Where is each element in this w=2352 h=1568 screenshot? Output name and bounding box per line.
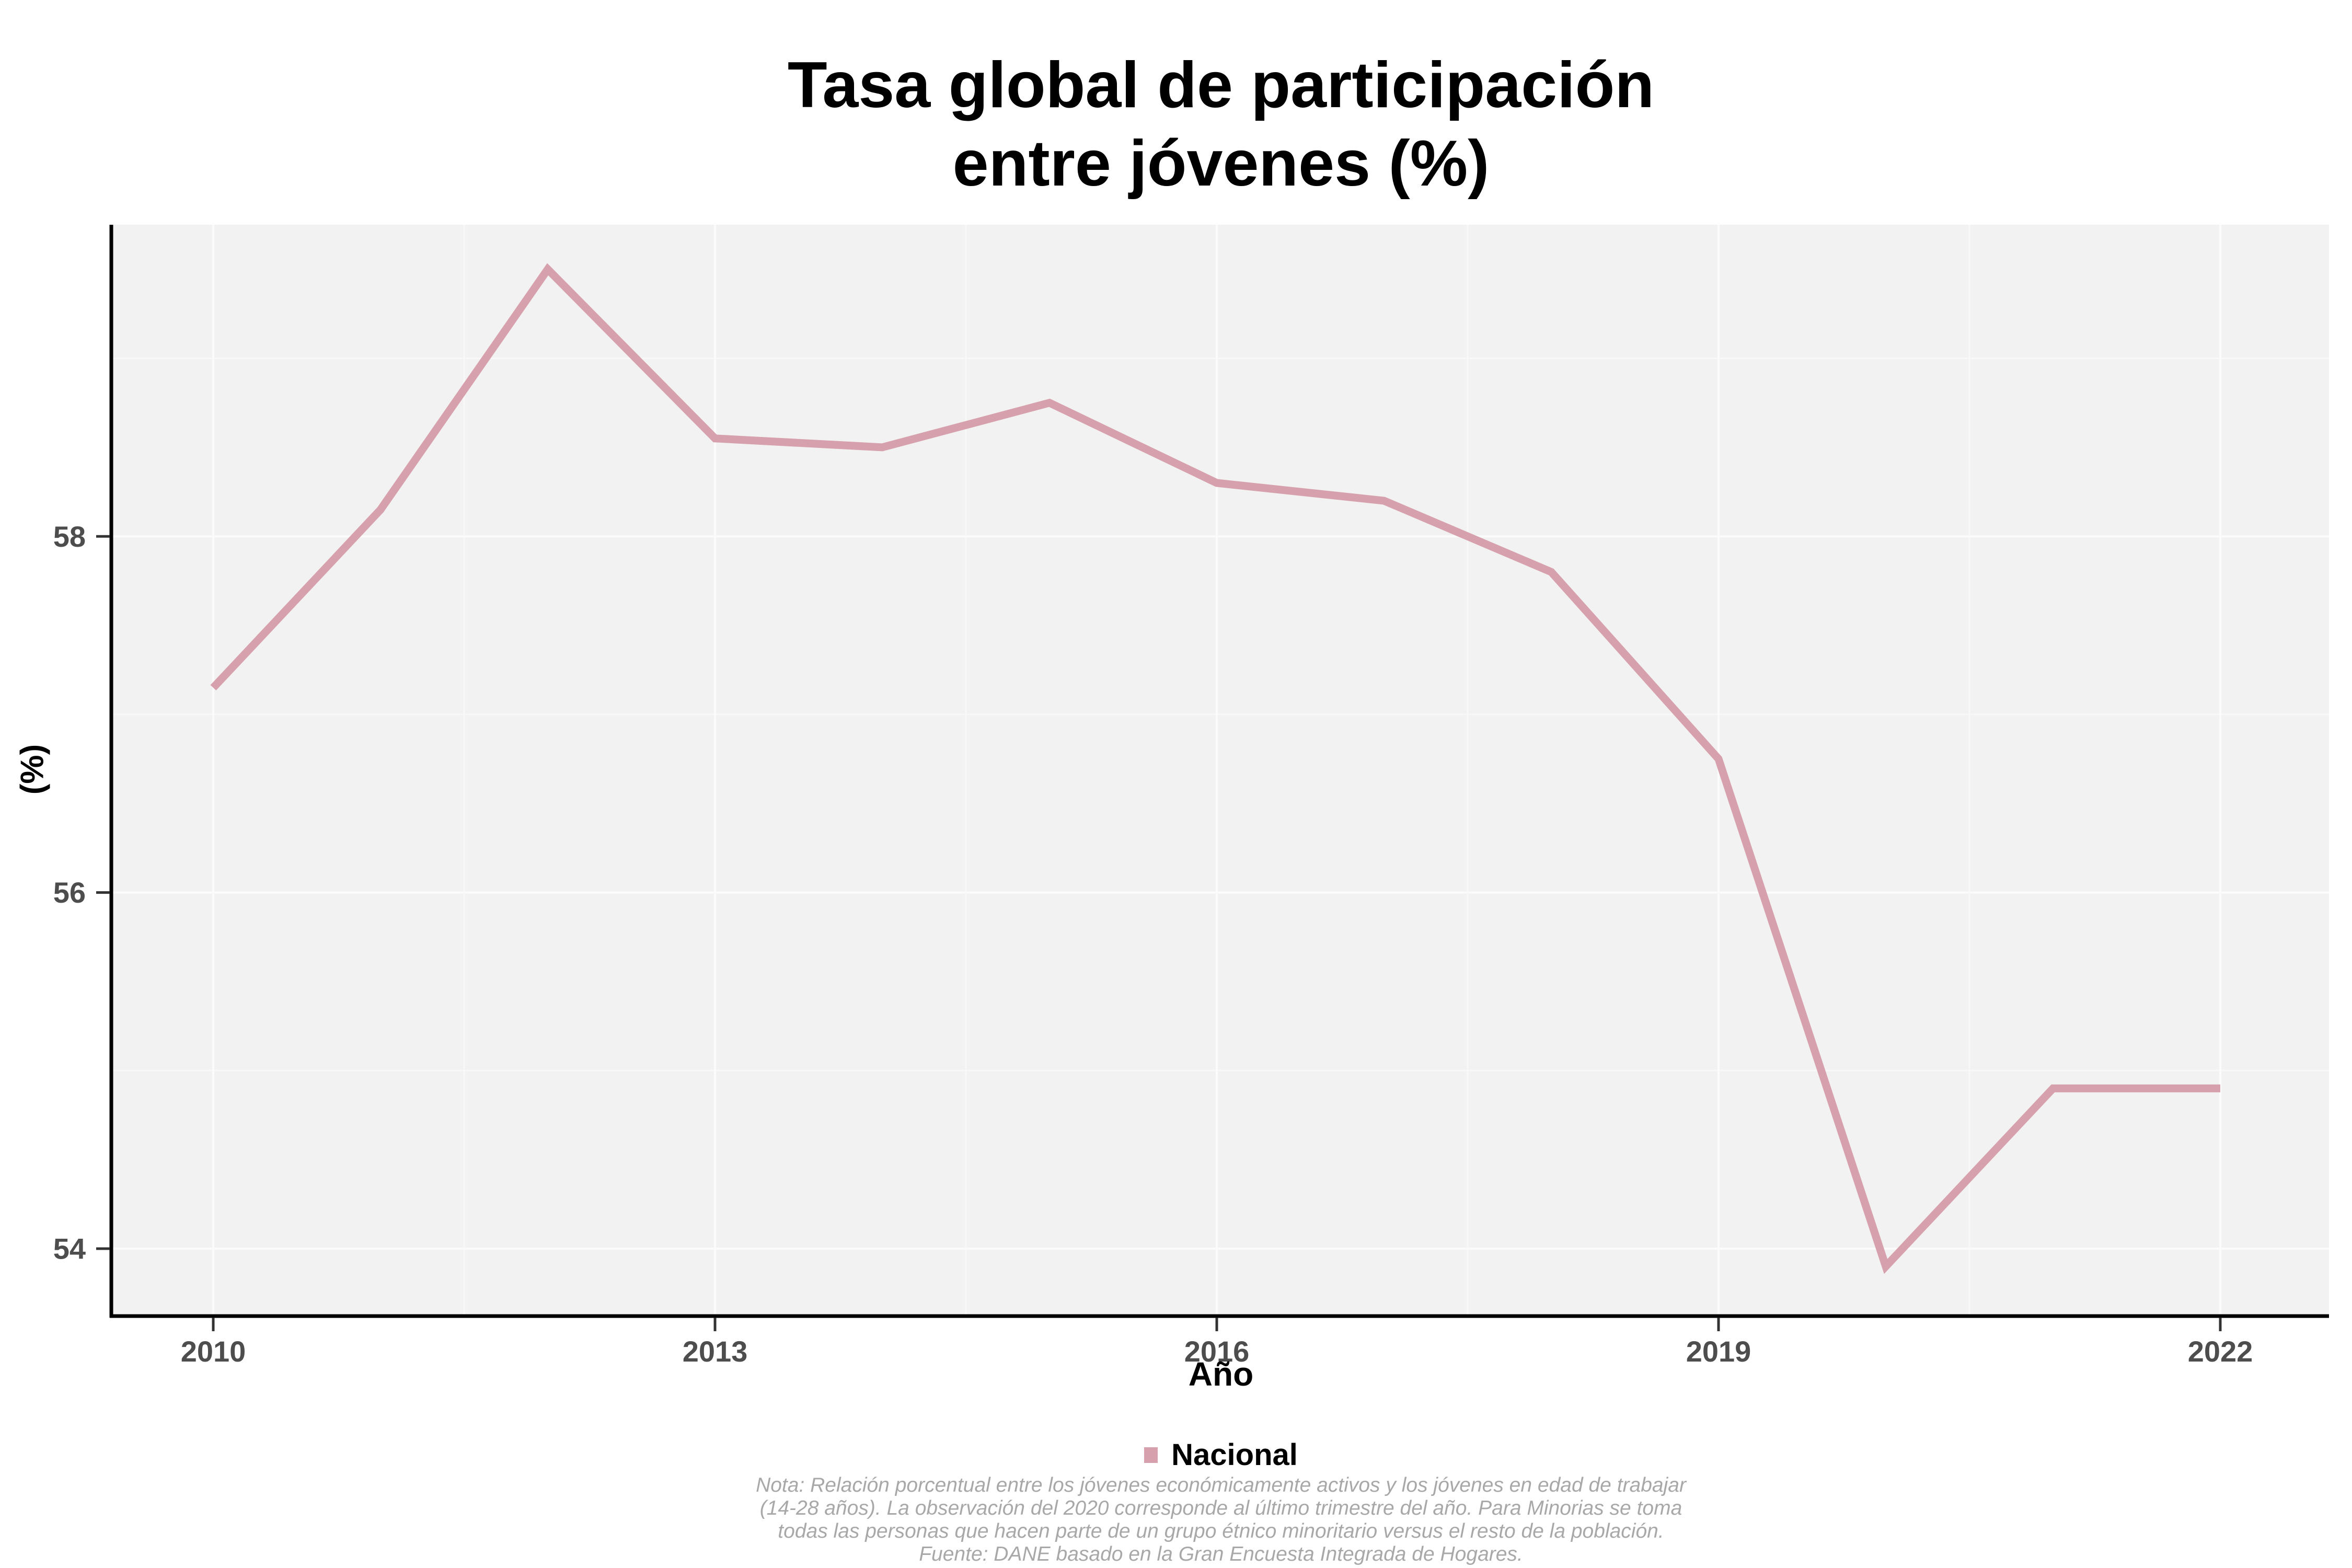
x-tick-label: 2013	[683, 1335, 748, 1368]
footnote-line3: todas las personas que hacen parte de un…	[778, 1520, 1664, 1542]
y-axis-title: (%)	[14, 744, 51, 795]
footnote: Nota: Relación porcentual entre los jóve…	[113, 1474, 2329, 1566]
y-tick-label: 56	[53, 876, 86, 909]
plot-panel	[113, 225, 2329, 1315]
legend-marker-square-icon	[1144, 1447, 1158, 1463]
legend-label: Nacional	[1171, 1438, 1298, 1472]
x-tick-label: 2016	[1184, 1335, 1250, 1368]
y-tick-label: 54	[53, 1232, 86, 1265]
x-tick-label: 2022	[2188, 1335, 2253, 1368]
chart-title-line1: Tasa global de participación	[787, 49, 1655, 121]
legend: Nacional	[113, 1437, 2329, 1472]
footnote-line2: (14-28 años). La observación del 2020 co…	[759, 1497, 1682, 1519]
chart-title-line2: entre jóvenes (%)	[952, 128, 1490, 200]
footnote-line1: Nota: Relación porcentual entre los jóve…	[756, 1474, 1686, 1496]
x-tick-label: 2019	[1686, 1335, 1751, 1368]
x-tick-label: 2010	[181, 1335, 246, 1368]
footnote-line4: Fuente: DANE basado en la Gran Encuesta …	[919, 1543, 1523, 1565]
series-line-nacional	[210, 263, 2220, 1274]
y-tick-label: 58	[53, 520, 86, 553]
chart-title: Tasa global de participación entre jóven…	[113, 46, 2329, 203]
x-axis-title: Año	[1188, 1355, 1254, 1393]
